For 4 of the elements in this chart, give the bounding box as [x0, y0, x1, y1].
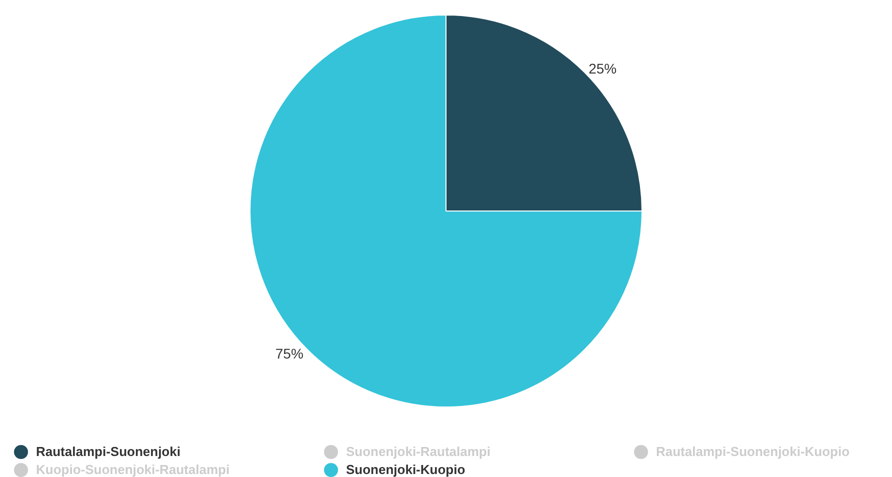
legend-label: Suonenjoki-Kuopio	[346, 461, 466, 477]
legend-label: Rautalampi-Suonenjoki	[36, 443, 180, 460]
data-label: 75%	[275, 346, 304, 362]
data-label: 25%	[588, 60, 617, 76]
